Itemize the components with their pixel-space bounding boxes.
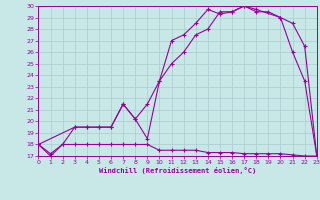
X-axis label: Windchill (Refroidissement éolien,°C): Windchill (Refroidissement éolien,°C) xyxy=(99,167,256,174)
